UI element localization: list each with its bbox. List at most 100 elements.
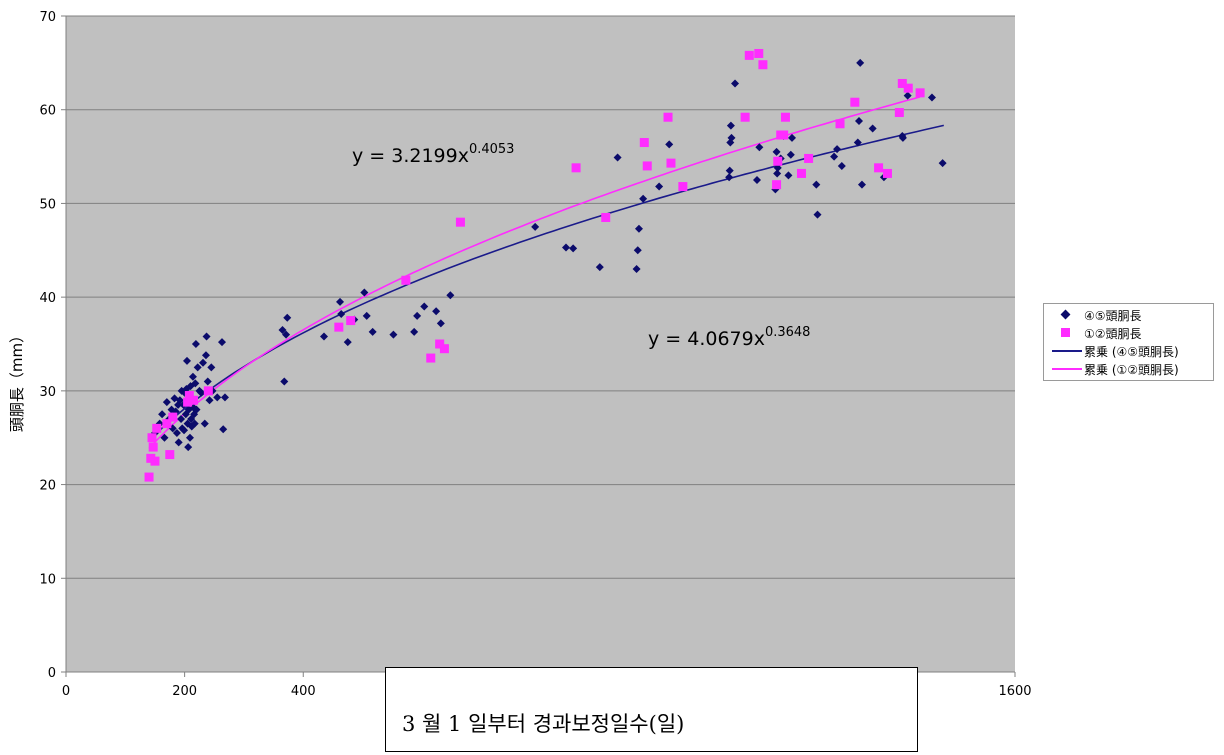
data-point-square [346,316,356,326]
data-point-square [334,322,344,332]
data-point-square [850,97,860,107]
data-point-diamond [201,351,210,360]
x-tick-label: 0 [62,684,70,699]
data-point-diamond [177,414,186,423]
data-point-square [897,78,907,88]
data-point-square [189,395,199,405]
data-point-square [666,158,676,168]
data-point-diamond [830,152,839,161]
data-point-square [796,168,806,178]
data-point-square [184,391,194,401]
legend-label: 累乗 (①②頭胴長) [1084,362,1179,377]
data-point-diamond [639,194,648,203]
data-point-square [435,339,445,349]
data-point-diamond [410,327,419,336]
data-point-square [642,161,652,171]
data-point-diamond [813,210,822,219]
legend-label: ④⑤頭胴長 [1084,308,1142,323]
data-point-diamond [191,379,200,388]
y-tick-label: 30 [39,385,56,400]
data-point-diamond [188,372,197,381]
data-point-diamond [213,393,222,402]
data-point-square [455,217,465,227]
data-point-square [780,112,790,122]
data-point-diamond [868,124,877,133]
legend-label: 累乗 (④⑤頭胴長) [1084,344,1179,359]
data-point-square [758,60,768,70]
data-point-square [203,386,213,396]
y-tick-label: 70 [39,10,56,25]
legend-item-pink-points: ①②頭胴長 [1050,324,1213,342]
data-point-diamond [283,313,292,322]
data-point-square [882,168,892,178]
line-marker-icon [1050,360,1084,378]
data-point-diamond [725,173,734,182]
legend-label: ①②頭胴長 [1084,326,1142,341]
data-point-diamond [278,325,287,334]
data-point-diamond [368,327,377,336]
data-point-diamond [174,438,183,447]
data-point-square [903,83,913,93]
data-point-diamond [569,244,578,253]
data-point-diamond [200,419,209,428]
data-point-diamond [655,182,664,191]
data-point-square [401,275,411,285]
data-point-diamond [633,246,642,255]
y-tick-label: 0 [48,666,56,681]
data-point-square [894,108,904,118]
y-tick-label: 40 [39,291,56,306]
data-point-diamond [812,180,821,189]
data-point-diamond [857,180,866,189]
data-point-diamond [197,388,206,397]
data-point-diamond [632,265,641,274]
legend-item-navy-trend: 累乗 (④⑤頭胴長) [1050,342,1213,360]
data-point-square [773,156,783,166]
equation-navy: y = 4.0679x0.3648 [648,325,810,350]
data-point-diamond [731,79,740,88]
data-point-square [426,353,436,363]
data-point-diamond [855,116,864,125]
data-point-square [183,397,193,407]
data-point-diamond [856,58,865,67]
data-point-square [165,450,175,460]
data-point-square [168,412,178,422]
data-point-diamond [413,311,422,320]
data-point-square [744,50,754,60]
data-point-diamond [727,133,736,142]
data-point-square [779,130,789,140]
data-point-diamond [927,93,936,102]
data-point-diamond [203,377,212,386]
data-point-diamond [219,425,228,434]
data-point-diamond [938,159,947,168]
data-point-diamond [531,222,540,231]
data-point-diamond [752,176,761,184]
x-tick-label: 1600 [998,684,1031,699]
diamond-marker-icon [1050,306,1084,324]
data-point-square [148,442,158,452]
data-point-square [804,153,814,163]
data-point-diamond [217,338,226,347]
plot-background [66,16,1015,672]
data-point-diamond [158,410,167,419]
data-point-diamond [160,433,169,442]
data-point-diamond [725,166,734,175]
data-point-diamond [436,319,445,328]
data-point-square [754,48,764,58]
data-point-diamond [175,396,184,405]
data-point-diamond [634,224,643,233]
equation-pink: y = 3.2199x0.4053 [352,142,514,167]
data-point-diamond [182,356,191,365]
data-point-diamond [772,147,781,156]
data-point-diamond [432,307,441,316]
data-point-diamond [362,311,371,320]
data-point-diamond [191,340,200,348]
data-point-diamond [787,133,796,142]
data-point-diamond [199,358,208,367]
data-point-diamond [207,363,216,372]
legend-item-pink-trend: 累乗 (①②頭胴長) [1050,360,1213,378]
data-point-diamond [389,330,398,339]
data-point-square [639,138,649,148]
data-point-square [150,456,160,466]
data-point-diamond [833,145,842,154]
y-axis-label: 頭胴長（mm） [8,328,26,432]
